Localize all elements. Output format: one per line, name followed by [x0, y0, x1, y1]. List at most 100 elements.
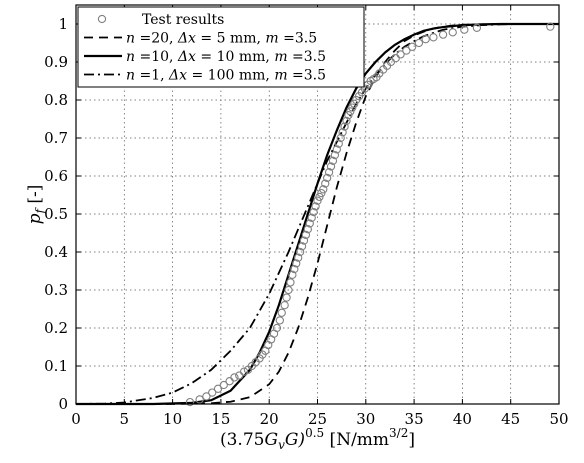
test-result-point [307, 213, 316, 222]
test-result-point [239, 367, 249, 376]
test-result-point [284, 285, 293, 295]
x-tick-label: 0 [71, 410, 81, 428]
xlabel-v: v [278, 438, 285, 452]
legend-n20-delta: Δx [177, 31, 196, 47]
legend-n10-nval: =10, [135, 49, 178, 65]
legend-n1-mval: =3.5 [288, 68, 326, 84]
test-result-point [448, 28, 457, 37]
test-result-point [230, 373, 239, 382]
test-result-point [305, 219, 314, 228]
y-tick-label: 0.1 [44, 357, 68, 375]
legend-circle-marker [97, 14, 107, 24]
test-result-point [309, 207, 318, 217]
xlabel-unit-exp: 3/2 [389, 426, 408, 440]
x-tick-label: 35 [405, 410, 424, 428]
test-result-point [336, 133, 345, 143]
test-result-point [219, 380, 228, 390]
legend-n10-m: m [274, 49, 287, 65]
test-result-point [319, 185, 328, 194]
test-result-point [294, 253, 303, 262]
ylabel-unit: [-] [25, 185, 45, 209]
xlabel-g2: G) [285, 430, 305, 450]
scatter-layer [185, 22, 555, 407]
test-result-point [297, 242, 307, 251]
legend-label-n10: n =10, Δx = 10 mm, m =3.5 [126, 49, 326, 65]
test-result-point [328, 156, 338, 165]
legend-n10-mval: =3.5 [288, 49, 326, 65]
x-tick-label: 15 [211, 410, 230, 428]
test-result-point [414, 38, 424, 48]
y-tick-label: 0.2 [44, 319, 68, 337]
test-result-point [402, 46, 411, 55]
y-tick-label: 0.8 [44, 91, 68, 109]
test-result-point [321, 179, 330, 188]
x-tick-label: 40 [453, 410, 472, 428]
test-result-point [326, 162, 336, 171]
y-tick-label: 0.9 [44, 53, 68, 71]
legend-marker-test [97, 14, 107, 24]
test-result-point [338, 128, 347, 137]
y-tick-label: 0.5 [44, 205, 68, 223]
y-tick-label: 0.7 [44, 129, 68, 147]
series-line-n10 [76, 22, 559, 406]
xlabel-g: G [264, 430, 278, 450]
y-axis-title: pf [-] [25, 185, 47, 225]
y-tick-label: 0.3 [44, 281, 68, 299]
x-tick-label: 5 [120, 410, 130, 428]
test-result-point [311, 202, 320, 211]
test-result-point [185, 397, 195, 407]
test-result-point [295, 247, 305, 257]
test-result-point [280, 301, 289, 310]
legend-test-text: Test results [142, 12, 224, 28]
test-result-point [275, 316, 284, 325]
test-result-point [334, 139, 343, 148]
test-result-point [342, 116, 351, 126]
test-result-point [421, 35, 430, 44]
test-result-point [277, 308, 286, 317]
test-result-point [202, 392, 211, 401]
test-result-point [323, 173, 332, 183]
ylabel-p: p [25, 213, 45, 224]
test-result-point [303, 225, 312, 234]
test-result-point [301, 230, 311, 240]
test-result-point [225, 377, 234, 386]
test-result-point [391, 54, 400, 63]
test-result-point [272, 323, 282, 333]
test-result-point [290, 264, 299, 274]
y-tick-label: 0 [58, 395, 68, 413]
x-tick-label: 30 [356, 410, 375, 428]
legend-n10-n: n [126, 49, 135, 65]
ylabel-f: f [33, 206, 47, 214]
x-tick-label: 25 [308, 410, 327, 428]
legend-box [77, 6, 365, 88]
xlabel-unit-open: [N/mm [324, 430, 389, 450]
legend-n20-mval: =3.5 [279, 31, 317, 47]
test-result-point [288, 270, 297, 279]
test-result-point [546, 22, 555, 31]
xlabel-unit-close: ] [408, 430, 415, 450]
tick-layer: 0 5 10 15 20 25 30 35 40 45 50 0 0.1 0.2 0.3 0.4 0.5 0.6 0… [44, 5, 569, 428]
legend-n20-n: n [126, 31, 135, 47]
legend-n20-deltaval: = 5 mm, [196, 31, 265, 47]
legend-n10-deltaval: = 10 mm, [196, 49, 274, 65]
y-tick-label: 0.6 [44, 167, 68, 185]
test-result-point [472, 23, 482, 32]
x-tick-label: 50 [549, 410, 568, 428]
test-result-point [286, 278, 295, 287]
test-result-point [330, 150, 340, 160]
test-result-point [282, 293, 291, 302]
y-tick-label: 1 [58, 15, 68, 33]
test-result-point [429, 33, 438, 42]
y-tick-label: 0.4 [44, 243, 68, 261]
x-tick-label: 10 [163, 410, 182, 428]
test-result-point [332, 145, 341, 154]
x-axis-title: (3.75GvG)0.5 [N/mm3/2] [220, 426, 415, 452]
series-line-n1 [75, 23, 559, 405]
legend-n1-n: n [126, 68, 135, 84]
test-result-point [208, 388, 217, 397]
test-result-point [438, 30, 448, 39]
test-result-point [324, 168, 334, 177]
xlabel-exp: 0.5 [305, 426, 324, 440]
test-result-point [396, 50, 405, 59]
